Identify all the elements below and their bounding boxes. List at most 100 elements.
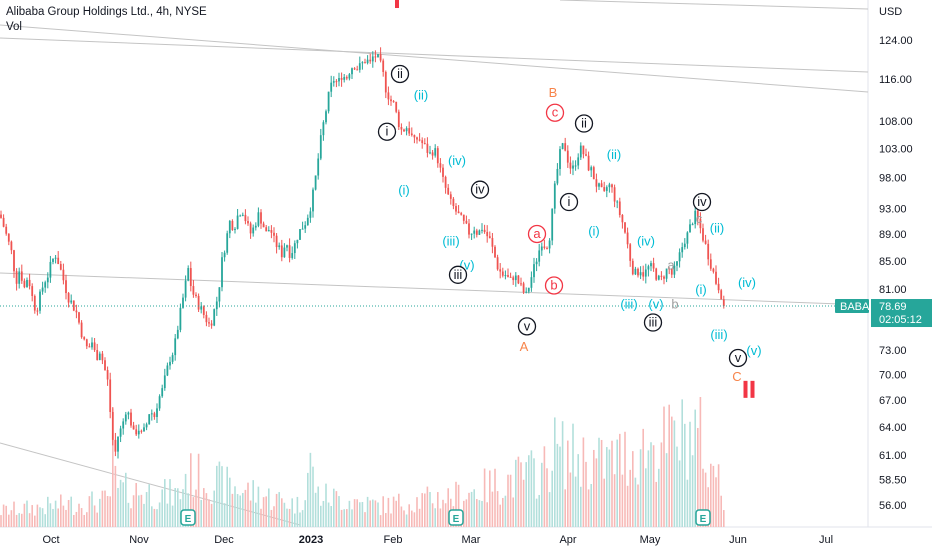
candle-230[interactable] bbox=[598, 182, 600, 191]
candle-187[interactable] bbox=[486, 225, 489, 243]
candle-92[interactable] bbox=[239, 214, 242, 217]
candle-139[interactable] bbox=[361, 61, 364, 70]
candle-51[interactable] bbox=[132, 421, 135, 430]
candle-87[interactable] bbox=[226, 230, 229, 255]
candle-256[interactable] bbox=[665, 268, 668, 283]
candle-227[interactable] bbox=[590, 165, 593, 177]
candle-150[interactable] bbox=[390, 95, 392, 106]
candle-44[interactable] bbox=[114, 432, 117, 457]
candle-156[interactable] bbox=[405, 126, 408, 136]
candle-231[interactable] bbox=[600, 180, 603, 188]
wave-label-2[interactable]: (ii) bbox=[414, 87, 428, 102]
candle-270[interactable] bbox=[702, 223, 704, 243]
wave-label-16[interactable]: ii bbox=[574, 114, 594, 133]
candle-195[interactable] bbox=[507, 268, 509, 278]
candle-89[interactable] bbox=[231, 219, 234, 231]
candle-12[interactable] bbox=[31, 283, 34, 302]
candle-258[interactable] bbox=[670, 268, 673, 278]
candle-262[interactable] bbox=[681, 242, 684, 258]
candle-55[interactable] bbox=[143, 423, 145, 432]
candle-113[interactable] bbox=[293, 240, 296, 259]
candle-49[interactable] bbox=[127, 411, 130, 420]
wave-label-5[interactable]: (iv) bbox=[448, 153, 466, 168]
candle-202[interactable] bbox=[525, 287, 528, 294]
candle-80[interactable] bbox=[208, 317, 210, 327]
candle-68[interactable] bbox=[176, 325, 179, 340]
candle-141[interactable] bbox=[366, 55, 369, 65]
candle-1[interactable] bbox=[2, 214, 5, 228]
wave-label-6[interactable]: iv bbox=[470, 180, 490, 199]
candle-184[interactable] bbox=[478, 229, 481, 236]
candle-43[interactable] bbox=[111, 407, 114, 446]
symbol-title[interactable]: Alibaba Group Holdings Ltd., 4h, NYSE bbox=[6, 6, 207, 18]
candle-13[interactable] bbox=[33, 294, 36, 314]
candle-197[interactable] bbox=[512, 275, 515, 285]
volume-legend-label[interactable]: Vol bbox=[6, 21, 22, 33]
candle-47[interactable] bbox=[122, 418, 125, 435]
candle-61[interactable] bbox=[158, 394, 161, 411]
candle-192[interactable] bbox=[499, 263, 502, 279]
candle-84[interactable] bbox=[218, 287, 221, 308]
candle-119[interactable] bbox=[309, 207, 312, 223]
candle-133[interactable] bbox=[345, 75, 348, 81]
candle-196[interactable] bbox=[509, 272, 512, 278]
candle-186[interactable] bbox=[483, 224, 486, 234]
candle-21[interactable] bbox=[54, 254, 57, 264]
candle-166[interactable] bbox=[431, 149, 434, 160]
candle-167[interactable] bbox=[434, 144, 437, 158]
candle-5[interactable] bbox=[13, 249, 15, 278]
wave-label-13[interactable]: b bbox=[544, 276, 564, 295]
candle-109[interactable] bbox=[283, 243, 286, 258]
candle-125[interactable] bbox=[325, 109, 327, 125]
candle-180[interactable] bbox=[468, 219, 470, 239]
candle-250[interactable] bbox=[650, 260, 652, 272]
candle-39[interactable] bbox=[101, 350, 104, 365]
candle-249[interactable] bbox=[647, 264, 650, 277]
wave-label-15[interactable]: c bbox=[545, 103, 565, 122]
candle-214[interactable] bbox=[556, 163, 559, 186]
candle-233[interactable] bbox=[605, 185, 608, 198]
candle-244[interactable] bbox=[634, 266, 637, 276]
candle-275[interactable] bbox=[715, 265, 717, 286]
candle-235[interactable] bbox=[611, 183, 613, 193]
wave-label-10[interactable]: v bbox=[517, 317, 537, 336]
candle-114[interactable] bbox=[296, 239, 299, 249]
candle-143[interactable] bbox=[371, 51, 374, 68]
candle-213[interactable] bbox=[553, 180, 556, 214]
candle-259[interactable] bbox=[673, 261, 676, 279]
candle-36[interactable] bbox=[93, 338, 96, 352]
candle-86[interactable] bbox=[223, 250, 226, 262]
candle-62[interactable] bbox=[161, 384, 164, 398]
candle-183[interactable] bbox=[475, 228, 478, 238]
candle-50[interactable] bbox=[130, 408, 132, 428]
wave-label-34[interactable]: C bbox=[732, 369, 741, 384]
candle-126[interactable] bbox=[327, 91, 330, 114]
wave-label-3[interactable]: i bbox=[377, 122, 397, 141]
earnings-marker-1[interactable]: E bbox=[448, 509, 464, 526]
candle-224[interactable] bbox=[582, 145, 585, 159]
candle-172[interactable] bbox=[447, 184, 450, 195]
wave-label-19[interactable]: (i) bbox=[588, 224, 600, 239]
wave-label-33[interactable]: (v) bbox=[746, 343, 761, 358]
candle-189[interactable] bbox=[491, 233, 494, 254]
candle-255[interactable] bbox=[663, 275, 665, 285]
candle-152[interactable] bbox=[395, 101, 398, 114]
candle-200[interactable] bbox=[520, 277, 522, 287]
candle-128[interactable] bbox=[332, 76, 335, 87]
wave-label-0[interactable] bbox=[395, 0, 399, 9]
candle-101[interactable] bbox=[262, 221, 265, 228]
candle-217[interactable] bbox=[564, 137, 567, 152]
candle-0[interactable] bbox=[0, 210, 2, 219]
candle-218[interactable] bbox=[566, 145, 569, 168]
candle-82[interactable] bbox=[213, 308, 216, 327]
candle-137[interactable] bbox=[356, 65, 359, 71]
candle-2[interactable] bbox=[5, 223, 8, 236]
candle-35[interactable] bbox=[91, 337, 93, 350]
candle-147[interactable] bbox=[382, 58, 385, 77]
candle-40[interactable] bbox=[104, 357, 106, 371]
candle-274[interactable] bbox=[712, 267, 715, 274]
candle-223[interactable] bbox=[579, 142, 582, 160]
candle-161[interactable] bbox=[418, 133, 421, 142]
candle-132[interactable] bbox=[343, 73, 346, 83]
